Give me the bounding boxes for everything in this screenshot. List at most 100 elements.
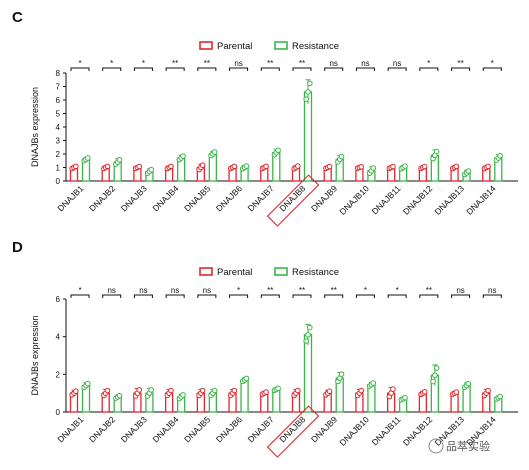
significance-bracket bbox=[197, 294, 217, 298]
category-label: DNAJB7 bbox=[246, 183, 276, 213]
category-label: DNAJB1 bbox=[55, 414, 85, 444]
resistance-bar-dnajb8-point bbox=[305, 89, 311, 95]
category-label: DNAJB11 bbox=[370, 183, 403, 216]
resistance-bar-dnajb10 bbox=[367, 384, 376, 413]
significance-label: ns bbox=[393, 59, 401, 68]
legend: Parental Resistance bbox=[199, 41, 339, 52]
resistance-bar-dnajb13-point bbox=[465, 380, 472, 387]
highlight-box bbox=[266, 174, 320, 227]
significance-bracket bbox=[165, 67, 185, 71]
y-tick-label: 2 bbox=[56, 150, 61, 159]
significance-bracket bbox=[229, 294, 249, 298]
resistance-bar-dnajb1-point bbox=[85, 155, 91, 161]
parental-bar-dnajb12-point bbox=[421, 163, 428, 170]
resistance-bar-dnajb10-point bbox=[370, 380, 377, 386]
significance-label: * bbox=[427, 59, 430, 68]
y-tick-label: 5 bbox=[56, 110, 61, 119]
significance-bracket bbox=[165, 294, 185, 298]
resistance-bar-dnajb11-point bbox=[402, 163, 408, 169]
resistance-bar-dnajb3-point bbox=[148, 166, 155, 173]
y-tick-label: 4 bbox=[56, 333, 61, 342]
category-label: DNAJB14 bbox=[464, 183, 498, 217]
significance-label: * bbox=[78, 59, 81, 68]
parental-bar-dnajb5-point bbox=[199, 387, 206, 394]
category-label: DNAJB10 bbox=[337, 183, 371, 217]
category-label: DNAJB12 bbox=[401, 183, 435, 217]
significance-bracket bbox=[451, 67, 471, 71]
parental-bar-dnajb1-point bbox=[73, 388, 79, 394]
significance-bracket bbox=[482, 67, 502, 71]
resistance-bar-dnajb14-point bbox=[497, 152, 503, 159]
resistance-bar-dnajb1-point bbox=[85, 380, 91, 387]
significance-label: ** bbox=[299, 59, 305, 68]
significance-label: ** bbox=[331, 286, 337, 295]
category-label: DNAJB6 bbox=[214, 414, 244, 444]
resistance-bar-dnajb8-point bbox=[303, 338, 310, 344]
y-tick-label: 4 bbox=[56, 123, 61, 132]
parental-bar-dnajb5-point bbox=[199, 162, 206, 168]
resistance-bar-dnajb7-point bbox=[275, 147, 281, 154]
y-tick-label: 1 bbox=[56, 164, 61, 173]
parental-bar-dnajb10-point bbox=[358, 163, 365, 170]
category-label: DNAJB4 bbox=[150, 414, 180, 444]
resistance-bar-dnajb8-point bbox=[307, 324, 313, 331]
significance-bracket bbox=[292, 294, 312, 298]
category-label: DNAJB3 bbox=[119, 183, 149, 213]
parental-bar-dnajb3-point bbox=[136, 387, 143, 393]
legend-label-parental: Parental bbox=[217, 267, 252, 278]
y-tick-label: 0 bbox=[56, 408, 61, 417]
parental-bar-dnajb12-point bbox=[421, 389, 428, 395]
legend-label-resistance: Resistance bbox=[292, 41, 339, 52]
significance-bracket bbox=[133, 67, 153, 71]
legend: Parental Resistance bbox=[199, 267, 339, 278]
significance-bracket bbox=[419, 294, 439, 298]
y-axis-title: DNAJBs expression bbox=[30, 315, 40, 395]
significance-bracket bbox=[355, 67, 375, 71]
resistance-bar-dnajb8-point bbox=[305, 331, 311, 338]
resistance-bar-dnajb12-point bbox=[430, 378, 436, 385]
panel-d: D Parental Resistance 0 2 4 6 DNAJBs expression… bbox=[12, 239, 518, 458]
significance-label: ns bbox=[139, 286, 147, 295]
significance-bracket bbox=[324, 67, 344, 71]
significance-bracket bbox=[102, 67, 122, 71]
category-label: DNAJB1 bbox=[55, 183, 85, 213]
significance-label: ns bbox=[456, 286, 464, 295]
resistance-bar-dnajb14-point bbox=[497, 393, 503, 400]
parental-bar-dnajb8-point bbox=[295, 163, 301, 169]
resistance-bar-dnajb4-point bbox=[180, 392, 186, 398]
panel-letter: C bbox=[12, 9, 23, 26]
resistance-bar-dnajb10-point bbox=[370, 165, 377, 171]
significance-label: * bbox=[78, 286, 81, 295]
y-tick-label: 3 bbox=[56, 137, 61, 146]
parental-bar-dnajb9-point bbox=[326, 163, 333, 170]
significance-bracket bbox=[197, 67, 217, 71]
parental-bar-dnajb8-point bbox=[295, 387, 301, 394]
legend-swatch-resistance bbox=[274, 41, 288, 50]
significance-bracket bbox=[292, 67, 312, 71]
significance-label: * bbox=[396, 286, 399, 295]
parental-bar-dnajb2-point bbox=[104, 387, 111, 394]
category-label: DNAJB9 bbox=[309, 414, 339, 444]
parental-bar-dnajb10-point bbox=[358, 387, 365, 394]
category-label: DNAJB5 bbox=[182, 414, 212, 444]
resistance-bar-dnajb4-point bbox=[180, 153, 186, 159]
category-label: DNAJB8 bbox=[277, 183, 307, 213]
category-label: DNAJB8 bbox=[277, 414, 307, 444]
significance-label: * bbox=[110, 59, 113, 68]
resistance-bar-dnajb12-point bbox=[432, 372, 438, 379]
significance-label: ns bbox=[488, 286, 496, 295]
parental-bar-dnajb1-point bbox=[73, 163, 79, 170]
significance-label: * bbox=[491, 59, 494, 68]
legend-swatch-resistance bbox=[274, 267, 288, 276]
significance-label: ns bbox=[329, 59, 337, 68]
resistance-bar-dnajb8 bbox=[303, 334, 313, 413]
significance-label: ** bbox=[204, 59, 210, 68]
significance-label: ** bbox=[426, 286, 432, 295]
parental-bar-dnajb9-point bbox=[326, 388, 333, 394]
parental-bar-dnajb7-point bbox=[263, 163, 269, 170]
significance-bracket bbox=[482, 294, 502, 298]
resistance-bar-dnajb5-point bbox=[211, 387, 218, 394]
significance-bracket bbox=[133, 294, 153, 298]
significance-bracket bbox=[387, 67, 407, 71]
legend-label-resistance: Resistance bbox=[292, 267, 339, 278]
